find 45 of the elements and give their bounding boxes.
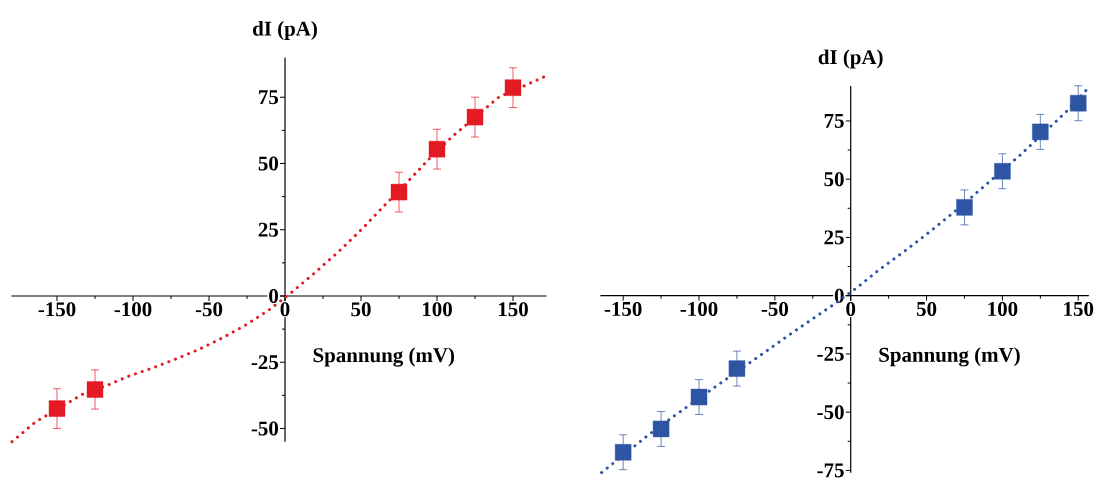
x-tick-label: -150 — [38, 302, 76, 317]
point — [390, 183, 408, 201]
line-series — [10, 74, 548, 444]
y-tick-label: -25 — [251, 355, 279, 370]
y-tick-label: 75 — [824, 113, 844, 128]
point — [48, 400, 66, 417]
point — [994, 163, 1011, 180]
x-tick-label: 50 — [351, 302, 371, 317]
point — [1032, 123, 1049, 141]
y-tick-label: 25 — [824, 230, 844, 245]
y-axis-title: dI (pA) — [818, 49, 883, 69]
y-tick-label: -75 — [817, 463, 844, 478]
point — [504, 79, 522, 96]
point — [466, 108, 484, 126]
point — [1070, 95, 1087, 112]
point — [86, 381, 104, 398]
y-tick-label: 25 — [258, 222, 279, 237]
point — [956, 199, 973, 216]
point — [728, 360, 746, 377]
x-tick-label: 150 — [498, 302, 528, 317]
x-tick-label: 100 — [988, 301, 1018, 316]
x-tick-label: 0 — [846, 301, 856, 316]
y-tick-label: 0 — [269, 288, 279, 304]
x-tick-label: -50 — [761, 301, 789, 316]
y-tick-label: -50 — [817, 405, 844, 420]
y-axis-title: dI (pA) — [253, 21, 317, 40]
x-tick-label: -100 — [680, 301, 718, 316]
y-tick-label: 75 — [259, 90, 279, 105]
x-tick-label: -100 — [114, 302, 152, 317]
point — [690, 388, 708, 406]
y-tick-label: -25 — [817, 346, 844, 361]
x-tick-label: 50 — [916, 301, 937, 316]
y-tick-label: 50 — [824, 172, 844, 187]
x-tick-label: 0 — [280, 302, 290, 317]
x-tick-label: -150 — [604, 301, 642, 316]
x-tick-label: -50 — [195, 302, 223, 317]
point — [652, 420, 670, 438]
point — [614, 444, 632, 461]
y-tick-label: 50 — [258, 156, 279, 171]
x-tick-label: 100 — [422, 302, 452, 317]
x-tick-label: 150 — [1064, 301, 1094, 316]
point — [428, 140, 446, 158]
x-axis-title: Spannung (mV) — [879, 347, 1020, 367]
x-axis-title: Spannung (mV) — [313, 347, 455, 367]
y-tick-label: -50 — [251, 421, 279, 436]
